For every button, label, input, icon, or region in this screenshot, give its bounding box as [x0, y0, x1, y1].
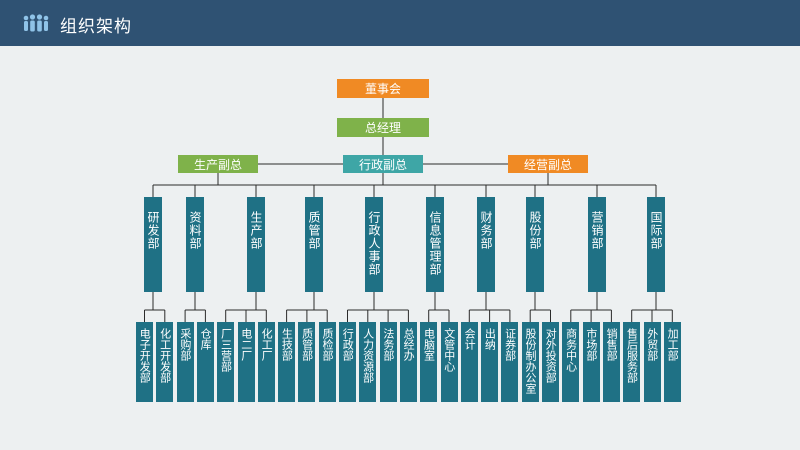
vp-box: 行政副总 [343, 155, 423, 173]
header-bar: 组织架构 [0, 0, 800, 46]
department-box: 研发部 [144, 197, 162, 292]
sub-department-box: 市场部 [582, 322, 600, 402]
sub-department-box: 总经办 [399, 322, 417, 402]
page-title: 组织架构 [60, 17, 132, 37]
sub-department-box: 证券部 [501, 322, 519, 402]
department-box: 信息管理部 [426, 197, 444, 292]
sub-department-box: 行政部 [339, 322, 356, 402]
sub-department-box: 对外投资部 [542, 322, 559, 402]
sub-department-box: 人力资源部 [359, 322, 377, 402]
gm-box: 总经理 [337, 118, 429, 137]
sub-department-box: 外贸部 [643, 322, 661, 402]
department-box: 资料部 [186, 197, 204, 292]
sub-department-box: 加工部 [663, 322, 681, 402]
sub-department-box: 售后服务部 [623, 322, 641, 402]
sub-department-box: 化工开发部 [156, 322, 174, 402]
department-box: 生产部 [247, 197, 265, 292]
department-box: 营销部 [588, 197, 606, 292]
people-group-icon [23, 14, 49, 32]
sub-department-box: 电脑室 [420, 322, 438, 402]
sub-department-box: 质管部 [298, 322, 316, 402]
sub-department-box: 销售部 [602, 322, 620, 402]
sub-department-box: 商务中心 [562, 322, 580, 402]
sub-department-box: 会计 [460, 322, 478, 402]
sub-department-box: 生技部 [278, 322, 296, 402]
department-box: 股份部 [526, 197, 544, 292]
department-box: 国际部 [647, 197, 665, 292]
department-box: 行政人事部 [365, 197, 383, 292]
department-box: 财务部 [477, 197, 495, 292]
sub-department-box: 采购部 [176, 322, 194, 402]
sub-department-box: 电二厂 [237, 322, 255, 402]
sub-department-box: 法务部 [379, 322, 397, 402]
sub-department-box: 质检部 [318, 322, 336, 402]
sub-department-box: 厂三营部 [217, 322, 235, 402]
board-box: 董事会 [337, 79, 429, 98]
sub-department-box: 出纳 [481, 322, 499, 402]
sub-department-box: 文管中心 [440, 322, 458, 402]
vp-box: 生产副总 [178, 155, 258, 173]
sub-department-box: 电子开发部 [136, 322, 153, 402]
vp-box: 经营副总 [508, 155, 588, 173]
sub-department-box: 仓库 [196, 322, 214, 402]
sub-department-box: 股份制办公室 [521, 322, 539, 402]
sub-department-box: 化工厂 [257, 322, 275, 402]
department-box: 质管部 [305, 197, 323, 292]
